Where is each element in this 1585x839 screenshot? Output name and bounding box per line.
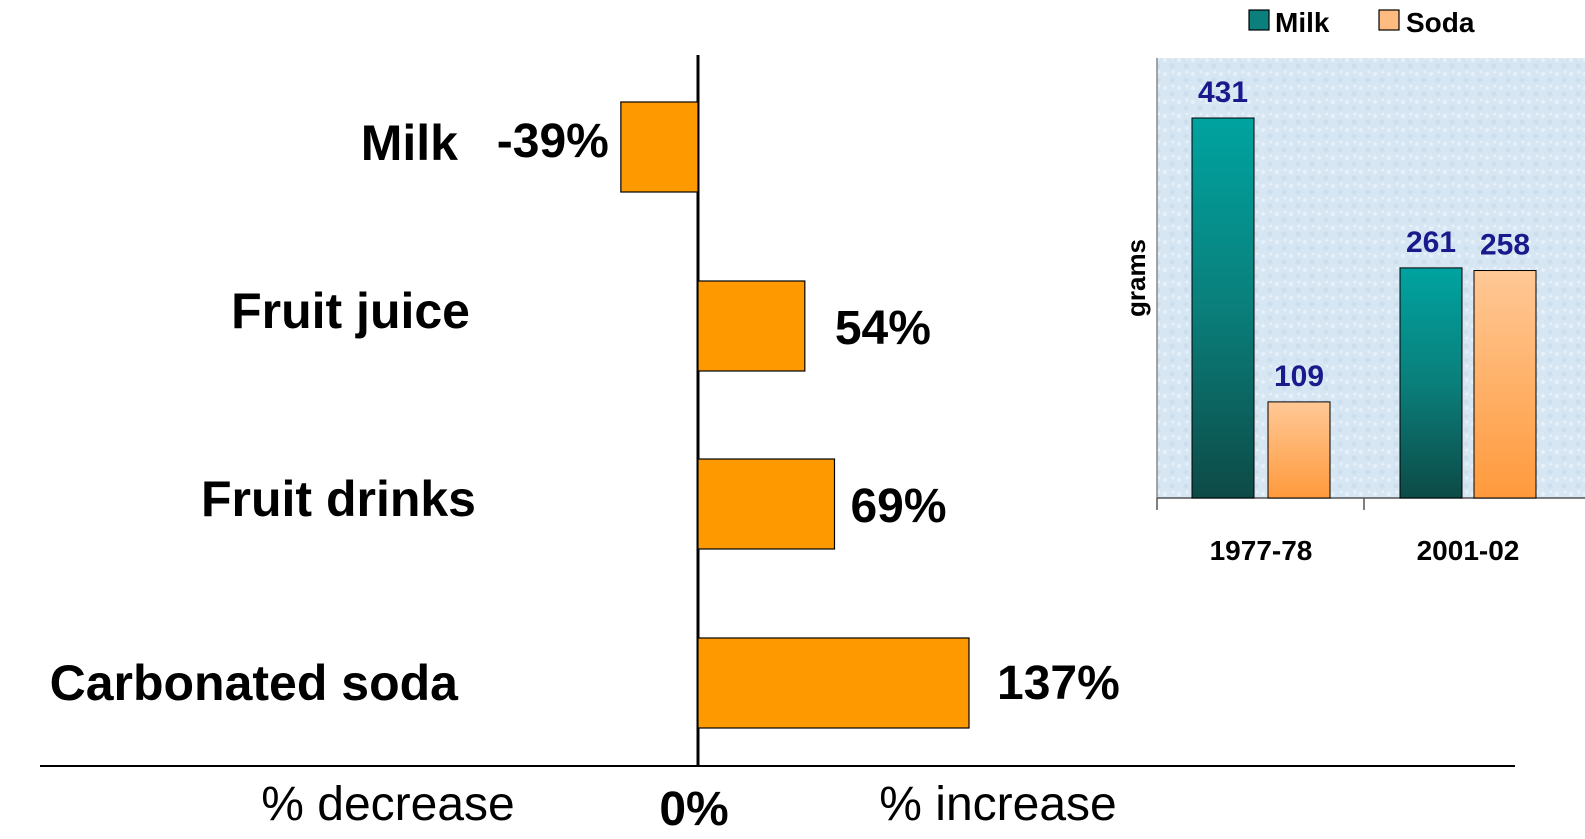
bar-fruit-drinks bbox=[697, 458, 836, 550]
category-label: Fruit drinks bbox=[201, 471, 476, 527]
legend-label-soda: Soda bbox=[1406, 7, 1475, 38]
value-label: 137% bbox=[997, 657, 1120, 710]
inset-legend: Milk Soda bbox=[1248, 7, 1475, 38]
bar-milk bbox=[620, 101, 699, 193]
value-label: -39% bbox=[497, 115, 609, 168]
axis-label-increase: % increase bbox=[879, 778, 1116, 831]
inset-value-label: 109 bbox=[1274, 360, 1324, 393]
category-label: Carbonated soda bbox=[50, 655, 460, 711]
category-label: Milk bbox=[361, 115, 458, 171]
inset-bar-milk-1977-78 bbox=[1191, 117, 1255, 499]
inset-category-label: 1977-78 bbox=[1210, 535, 1313, 566]
inset-bar-soda-2001-02 bbox=[1473, 270, 1537, 499]
inset-bar-soda-1977-78 bbox=[1267, 401, 1331, 499]
inset-value-label: 258 bbox=[1480, 229, 1530, 262]
legend-label-milk: Milk bbox=[1275, 7, 1330, 38]
inset-bar-milk-2001-02 bbox=[1399, 267, 1463, 499]
inset-ylabel: grams bbox=[1121, 239, 1151, 317]
bar-fruit-juice bbox=[697, 280, 806, 372]
bar-carbonated-soda bbox=[697, 637, 970, 729]
legend-swatch-milk bbox=[1248, 9, 1270, 31]
legend-swatch-soda bbox=[1378, 9, 1400, 31]
axis-label-zero: 0% bbox=[659, 783, 728, 836]
main-chart: Milk Fruit juice Fruit drinks Carbonated so… bbox=[40, 55, 1515, 836]
inset-chart: 431 109 261 258 1977-78 2001-02 grams Milk S… bbox=[1121, 7, 1585, 566]
value-label: 54% bbox=[835, 302, 931, 355]
category-label: Fruit juice bbox=[231, 283, 470, 339]
value-label: 69% bbox=[850, 480, 946, 533]
inset-value-label: 431 bbox=[1198, 76, 1248, 109]
inset-category-label: 2001-02 bbox=[1417, 535, 1520, 566]
inset-value-label: 261 bbox=[1406, 226, 1456, 259]
axis-label-decrease: % decrease bbox=[261, 778, 514, 831]
